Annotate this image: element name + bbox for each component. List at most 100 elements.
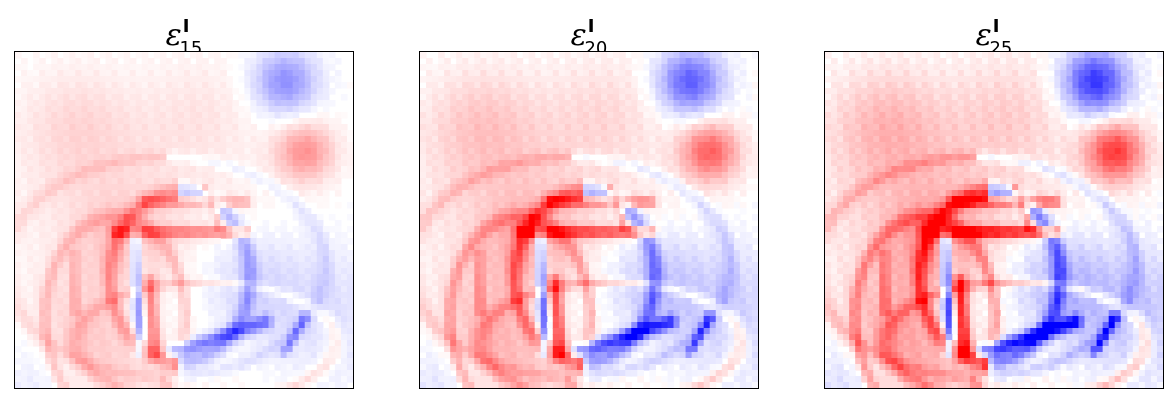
heatmap-cell: [552, 64, 560, 71]
heatmap-cell: [171, 244, 179, 251]
heatmap-cell: [81, 190, 89, 197]
heatmap-cell: [123, 382, 131, 388]
heatmap-cell: [159, 130, 167, 137]
heatmap-cell: [619, 76, 626, 83]
heatmap-cell: [486, 166, 494, 173]
heatmap-cell: [673, 130, 681, 137]
heatmap-cell: [69, 196, 76, 203]
heatmap-cell: [328, 376, 336, 383]
heatmap-cell: [450, 220, 457, 227]
heatmap-cell: [486, 178, 494, 185]
heatmap-cell: [619, 130, 626, 137]
heatmap-cell: [141, 130, 149, 137]
heatmap-cell: [334, 298, 342, 305]
heatmap-cell: [141, 226, 149, 233]
heatmap-cell: [33, 154, 40, 161]
heatmap-cell: [250, 340, 258, 347]
heatmap-cell: [751, 166, 758, 173]
heatmap-cell: [268, 100, 276, 107]
heatmap-cell: [576, 124, 584, 131]
heatmap-cell: [655, 160, 663, 167]
heatmap-cell: [558, 124, 566, 131]
heatmap-cell: [673, 58, 681, 65]
heatmap-cell: [462, 88, 469, 95]
heatmap-cell: [480, 196, 487, 203]
heatmap-cell: [39, 136, 46, 143]
heatmap-cell: [184, 352, 191, 359]
heatmap-cell: [256, 172, 264, 179]
heatmap-cell: [274, 136, 282, 143]
heatmap-cell: [727, 190, 735, 197]
heatmap-cell: [268, 202, 276, 209]
heatmap-cell: [322, 106, 330, 113]
heatmap-cell: [268, 82, 276, 89]
heatmap-cell: [462, 148, 469, 155]
heatmap-cell: [208, 220, 215, 227]
heatmap-cell: [87, 160, 95, 167]
heatmap-cell: [715, 160, 723, 167]
heatmap-cell: [328, 328, 336, 335]
heatmap-cell: [450, 178, 457, 185]
heatmap-cell: [498, 184, 506, 191]
heatmap-cell: [250, 190, 258, 197]
heatmap-cell: [492, 88, 500, 95]
heatmap-cell: [564, 220, 572, 227]
heatmap-cell: [238, 268, 245, 275]
heatmap-cell: [238, 346, 245, 353]
heatmap-cell: [534, 130, 542, 137]
heatmap-cell: [63, 346, 70, 353]
heatmap-cell: [63, 148, 70, 155]
heatmap-cell: [328, 88, 336, 95]
heatmap-cell: [492, 106, 500, 113]
heatmap-cell: [504, 52, 512, 59]
heatmap-cell: [238, 274, 245, 281]
heatmap-cell: [310, 178, 318, 185]
heatmap-cell: [334, 76, 342, 83]
heatmap-cell: [99, 304, 107, 311]
heatmap-cell: [256, 298, 264, 305]
heatmap-cell: [250, 142, 258, 149]
heatmap-cell: [184, 292, 191, 299]
heatmap-cell: [15, 226, 22, 233]
heatmap-cell: [601, 70, 608, 77]
heatmap-cell: [214, 76, 221, 83]
heatmap-cell: [87, 322, 95, 329]
heatmap-cell: [87, 298, 95, 305]
heatmap-cell: [715, 82, 723, 89]
heatmap-cell: [75, 172, 82, 179]
heatmap-cell: [39, 118, 46, 125]
heatmap-cell: [304, 358, 312, 365]
heatmap-cell: [268, 184, 276, 191]
heatmap-cell: [679, 178, 687, 185]
heatmap-cell: [21, 190, 28, 197]
heatmap-cell: [171, 178, 179, 185]
heatmap-cell: [564, 70, 572, 77]
heatmap-cell: [625, 148, 632, 155]
heatmap-cell: [745, 82, 753, 89]
heatmap-cell: [697, 94, 705, 101]
heatmap-cell: [601, 208, 608, 215]
heatmap-cell: [81, 82, 89, 89]
heatmap-cell: [655, 106, 663, 113]
heatmap-cell: [129, 160, 137, 167]
heatmap-cell: [310, 118, 318, 125]
heatmap-cell: [39, 346, 46, 353]
heatmap-cell: [679, 208, 687, 215]
heatmap-cell: [304, 172, 312, 179]
heatmap-cell: [99, 172, 107, 179]
heatmap-cell: [346, 202, 353, 209]
heatmap-cell: [238, 244, 245, 251]
heatmap-cell: [595, 124, 602, 131]
heatmap-cell: [528, 178, 536, 185]
heatmap-cell: [661, 112, 669, 119]
heatmap-cell: [27, 298, 34, 305]
heatmap-cell: [498, 118, 506, 125]
heatmap-cell: [165, 82, 173, 89]
heatmap-cell: [607, 118, 614, 125]
heatmap-cell: [81, 358, 89, 365]
heatmap-cell: [468, 280, 475, 287]
heatmap-cell: [643, 286, 650, 293]
heatmap-cell: [316, 256, 324, 263]
heatmap-cell: [129, 244, 137, 251]
heatmap-cell: [727, 142, 735, 149]
